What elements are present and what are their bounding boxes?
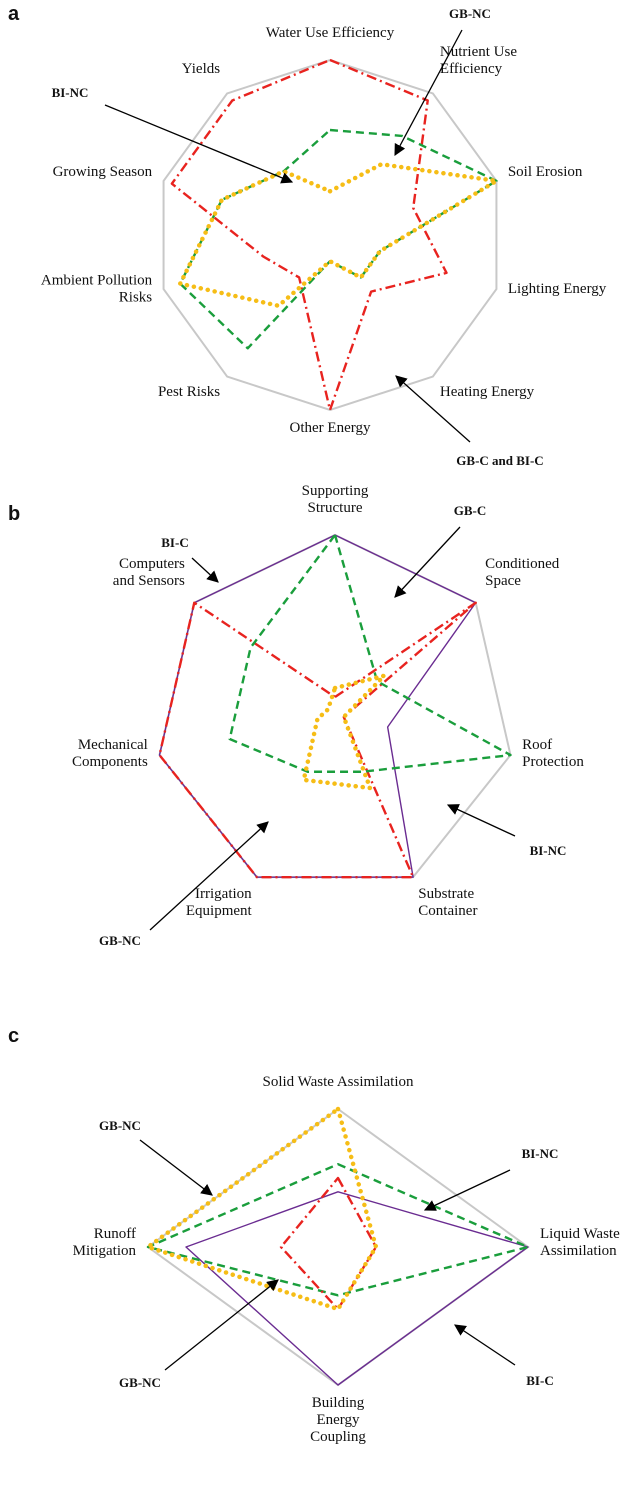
axis-label: Growing Season bbox=[53, 164, 153, 180]
annotation-arrow bbox=[454, 1324, 516, 1366]
axis-label-line: Equipment bbox=[186, 903, 253, 919]
axis-label-line: Soil Erosion bbox=[508, 164, 583, 180]
axis-label: Liquid Waste Assimilation bbox=[540, 1226, 620, 1259]
annotation-arrow bbox=[446, 804, 516, 837]
annotation-arrow bbox=[164, 1279, 279, 1371]
annotation: GB-C bbox=[454, 503, 487, 518]
axis-label-line: Heating Energy bbox=[440, 384, 535, 400]
axis-label: Roof Protection bbox=[522, 737, 584, 770]
axis-label: Solid Waste Assimilation bbox=[262, 1074, 414, 1090]
annotation-arrow bbox=[139, 1139, 213, 1196]
annotation-arrow bbox=[149, 821, 269, 931]
series-line bbox=[228, 533, 512, 773]
axis-label-line: Efficiency bbox=[440, 61, 503, 77]
axis-label-line: Runoff bbox=[94, 1226, 136, 1242]
annotation: GB-NC bbox=[449, 6, 491, 21]
axis-label-line: Building bbox=[312, 1395, 365, 1411]
series-line bbox=[145, 1106, 379, 1312]
axis-label-line: Space bbox=[485, 573, 521, 589]
annotation: BI-NC bbox=[522, 1146, 559, 1161]
axis-label: Nutrient Use Efficiency bbox=[440, 44, 517, 77]
series-line bbox=[179, 128, 498, 350]
axis-label-line: and Sensors bbox=[113, 573, 185, 589]
series-line bbox=[185, 1191, 529, 1386]
annotation: GB-NC bbox=[99, 933, 141, 948]
axis-label-line: Solid Waste Assimilation bbox=[262, 1074, 414, 1090]
outer-frame bbox=[162, 58, 498, 412]
axis-label-line: Computers bbox=[119, 556, 185, 572]
annotation: BI-NC bbox=[52, 85, 89, 100]
axis-label: Supporting Structure bbox=[302, 483, 369, 516]
series-line bbox=[158, 601, 477, 879]
annotation-arrow bbox=[394, 29, 463, 157]
axis-label: Yields bbox=[182, 61, 220, 77]
axis-label-line: Ambient Pollution bbox=[41, 272, 153, 288]
annotation-arrow bbox=[191, 557, 219, 583]
annotation: BI-NC bbox=[530, 843, 567, 858]
axis-label: Ambient Pollution Risks bbox=[41, 272, 153, 305]
axis-label-line: Mitigation bbox=[73, 1243, 137, 1259]
axis-label-line: Protection bbox=[522, 754, 584, 770]
axis-label-line: Other Energy bbox=[290, 420, 371, 436]
annotation: BI-C bbox=[526, 1373, 553, 1388]
axis-label-line: Lighting Energy bbox=[508, 281, 607, 297]
axis-label: Pest Risks bbox=[158, 384, 220, 400]
axis-label: Irrigation Equipment bbox=[186, 886, 253, 919]
series-line bbox=[279, 1176, 378, 1311]
axis-label: Soil Erosion bbox=[508, 164, 583, 180]
panel-label: a bbox=[8, 3, 20, 25]
axis-label: Building Energy Coupling bbox=[310, 1395, 366, 1445]
axis-label-line: Energy bbox=[316, 1412, 360, 1428]
axis-label: Lighting Energy bbox=[508, 281, 607, 297]
series-line bbox=[146, 1162, 530, 1297]
axis-label: Water Use Efficiency bbox=[266, 25, 395, 41]
axis-label: Substrate Container bbox=[418, 886, 477, 919]
axis-label-line: Pest Risks bbox=[158, 384, 220, 400]
panel-label: c bbox=[8, 1025, 19, 1047]
axis-label-line: Growing Season bbox=[53, 164, 153, 180]
axis-label-line: Yields bbox=[182, 61, 220, 77]
axis-label-line: Conditioned bbox=[485, 556, 560, 572]
outer-frame bbox=[146, 1107, 530, 1387]
axis-label-line: Structure bbox=[308, 500, 363, 516]
axis-label-line: Water Use Efficiency bbox=[266, 25, 395, 41]
annotation-arrow bbox=[104, 104, 294, 184]
annotation-arrow bbox=[423, 1169, 511, 1211]
series-line bbox=[177, 161, 499, 309]
annotation: GB-C and BI-C bbox=[456, 453, 543, 468]
axis-label-line: Roof bbox=[522, 737, 552, 753]
outer-frame bbox=[158, 533, 512, 879]
annotation: BI-C bbox=[161, 535, 188, 550]
axis-label-line: Assimilation bbox=[540, 1243, 617, 1259]
axis-label: Runoff Mitigation bbox=[73, 1226, 137, 1259]
annotation-arrow bbox=[395, 375, 471, 443]
axis-label: Computers and Sensors bbox=[113, 556, 185, 589]
axis-label-line: Substrate bbox=[418, 886, 474, 902]
axis-label: Heating Energy bbox=[440, 384, 535, 400]
axis-label-line: Container bbox=[418, 903, 477, 919]
series-line bbox=[158, 534, 477, 878]
axis-label-line: Supporting bbox=[302, 483, 369, 499]
annotation-arrow bbox=[394, 526, 461, 598]
axis-label-line: Coupling bbox=[310, 1429, 366, 1445]
axis-label-line: Nutrient Use bbox=[440, 44, 517, 60]
axis-label: Other Energy bbox=[290, 420, 371, 436]
axis-label-line: Components bbox=[72, 754, 148, 770]
axis-label-line: Mechanical bbox=[78, 737, 148, 753]
axis-label-line: Risks bbox=[119, 289, 153, 305]
axis-label: Conditioned Space bbox=[485, 556, 560, 589]
axis-label-line: Liquid Waste bbox=[540, 1226, 620, 1242]
axis-label-line: Irrigation bbox=[195, 886, 252, 902]
series-line bbox=[301, 673, 387, 791]
annotation: GB-NC bbox=[119, 1375, 161, 1390]
panel-label: b bbox=[8, 503, 20, 525]
annotation: GB-NC bbox=[99, 1118, 141, 1133]
axis-label: Mechanical Components bbox=[72, 737, 148, 770]
